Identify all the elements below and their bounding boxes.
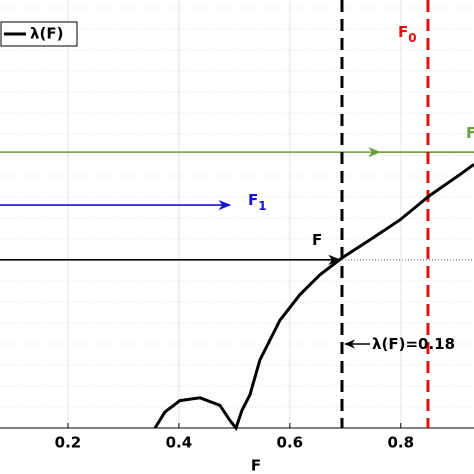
plot-area [0, 0, 474, 428]
annotation-subscript: 0 [408, 31, 416, 45]
annotation: F [312, 231, 322, 249]
x-tick-label: 0.4 [166, 434, 193, 452]
line-series [153, 163, 474, 432]
annotation: F [466, 124, 474, 142]
x-tick-label: 0.2 [55, 434, 82, 452]
annotation-text: λ(F)=0.18 [372, 335, 455, 353]
annotation: F1 [248, 191, 267, 213]
annotation-text: F [312, 231, 322, 249]
annotation-subscript: 1 [258, 199, 266, 213]
annotation-text: F [248, 191, 258, 209]
x-axis-label: F [251, 457, 261, 474]
x-tick-label: 0.6 [277, 434, 304, 452]
annotation-text: F [398, 23, 408, 41]
x-tick-label: 0.8 [387, 434, 414, 452]
annotation: F0 [398, 23, 417, 45]
annotation-text: F [466, 124, 474, 142]
legend-label: λ(F) [30, 25, 63, 43]
annotation: λ(F)=0.18 [372, 335, 455, 353]
